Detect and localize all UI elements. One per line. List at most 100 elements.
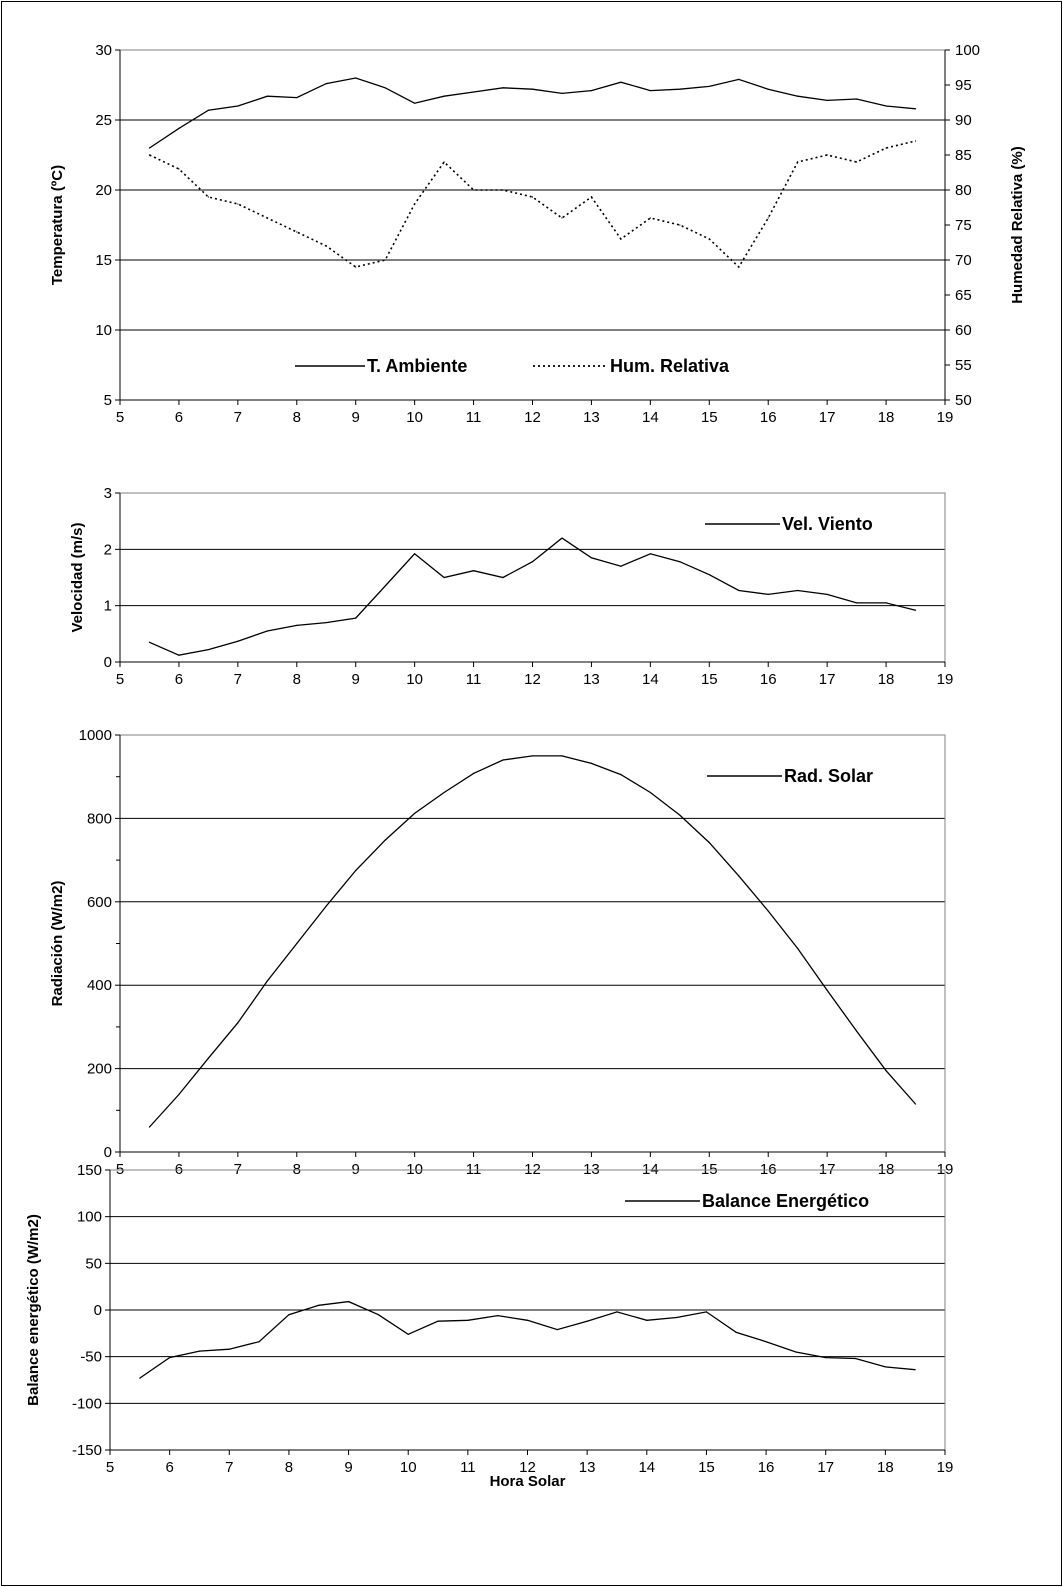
data-point: [467, 1319, 469, 1321]
data-point: [826, 99, 828, 101]
data-point: [148, 1126, 151, 1128]
data-point: [914, 140, 917, 142]
data-point: [384, 87, 386, 89]
data-point: [620, 774, 622, 776]
x-tick-label: 18: [877, 1459, 894, 1476]
data-point: [676, 1316, 678, 1319]
y2-tick-label: 100: [955, 42, 980, 59]
data-point: [646, 1319, 648, 1321]
y-tick-label: 150: [77, 1162, 102, 1179]
data-point: [708, 85, 710, 87]
data-point: [237, 105, 239, 107]
data-point: [765, 1341, 767, 1343]
x-tick-label: 8: [293, 409, 301, 426]
data-point: [325, 245, 327, 247]
data-point: [526, 1319, 529, 1321]
y-tick-label: 400: [87, 977, 112, 994]
x-tick-label: 11: [466, 671, 482, 688]
y-axis-title: Balance energético (W/m2): [25, 1214, 42, 1406]
data-point: [347, 1301, 350, 1303]
y-axis-title: Radiación (W/m2): [49, 881, 66, 1007]
y-tick-label: -100: [72, 1395, 102, 1412]
data-point: [620, 81, 622, 83]
data-point: [679, 224, 681, 226]
x-tick-label: 10: [400, 1459, 417, 1476]
data-point: [502, 759, 504, 761]
data-point: [258, 1341, 260, 1343]
data-point: [856, 602, 858, 604]
data-point: [443, 95, 445, 97]
data-point: [139, 1377, 141, 1379]
data-point: [556, 1329, 558, 1331]
x-tick-label: 9: [352, 409, 360, 426]
x-tick-label: 18: [878, 671, 895, 688]
data-point: [856, 161, 858, 163]
legend-label: Rad. Solar: [784, 766, 873, 786]
data-point: [502, 576, 504, 579]
x-tick-label: 7: [225, 1459, 233, 1476]
y-tick-label: 20: [95, 182, 112, 199]
data-point: [228, 1348, 230, 1350]
data-point: [472, 189, 475, 191]
data-point: [885, 147, 887, 149]
y-tick-label: 0: [104, 654, 112, 671]
legend-label: Vel. Viento: [782, 514, 873, 534]
data-point: [207, 1057, 209, 1059]
data-point: [384, 585, 386, 587]
series-line-2: [149, 140, 916, 269]
data-point: [355, 77, 357, 79]
y2-tick-label: 50: [955, 392, 972, 409]
data-point: [414, 102, 416, 104]
data-point: [497, 1315, 499, 1317]
data-point: [407, 1333, 409, 1335]
x-tick-label: 6: [175, 409, 183, 426]
data-point: [384, 259, 386, 261]
data-point: [531, 88, 534, 90]
data-point: [590, 90, 593, 92]
legend-label: Hum. Relativa: [610, 356, 730, 376]
data-point: [169, 1357, 171, 1359]
data-point: [443, 161, 445, 163]
data-point: [414, 203, 416, 205]
data-point: [795, 1351, 797, 1353]
data-point: [738, 875, 740, 877]
data-point: [296, 231, 298, 233]
x-tick-label: 8: [285, 1459, 293, 1476]
data-point: [561, 755, 563, 757]
y-tick-label: 800: [87, 810, 112, 827]
data-point: [826, 989, 828, 991]
x-tick-label: 15: [701, 671, 718, 688]
x-tick-label: 12: [519, 1459, 536, 1476]
data-point: [502, 189, 504, 191]
data-point: [825, 1357, 827, 1359]
data-point: [590, 196, 593, 198]
data-point: [325, 83, 327, 85]
data-point: [148, 641, 151, 643]
data-point: [531, 196, 534, 198]
data-point: [885, 1070, 887, 1072]
data-point: [797, 161, 799, 163]
data-point: [266, 630, 268, 632]
data-point: [472, 772, 475, 774]
x-tick-label: 15: [701, 409, 718, 426]
x-axis-title: Hora Solar: [490, 1473, 566, 1490]
y-tick-label: 50: [85, 1255, 102, 1272]
x-tick-label: 10: [406, 409, 423, 426]
x-tick-label: 10: [406, 671, 423, 688]
data-point: [738, 266, 740, 268]
y2-tick-label: 55: [955, 357, 972, 374]
x-tick-label: 13: [579, 1459, 596, 1476]
y-tick-label: -150: [72, 1442, 102, 1459]
data-point: [355, 266, 357, 268]
data-point: [735, 1331, 737, 1333]
data-point: [826, 593, 828, 596]
y-axis-title: Temperatura (ºC): [49, 165, 66, 285]
data-point: [384, 839, 386, 841]
x-tick-label: 19: [937, 1459, 954, 1476]
y2-tick-label: 85: [955, 147, 972, 164]
data-point: [148, 147, 151, 149]
series-line-1: [149, 77, 916, 149]
data-point: [296, 97, 298, 99]
data-point: [531, 561, 534, 563]
data-point: [854, 1357, 857, 1360]
